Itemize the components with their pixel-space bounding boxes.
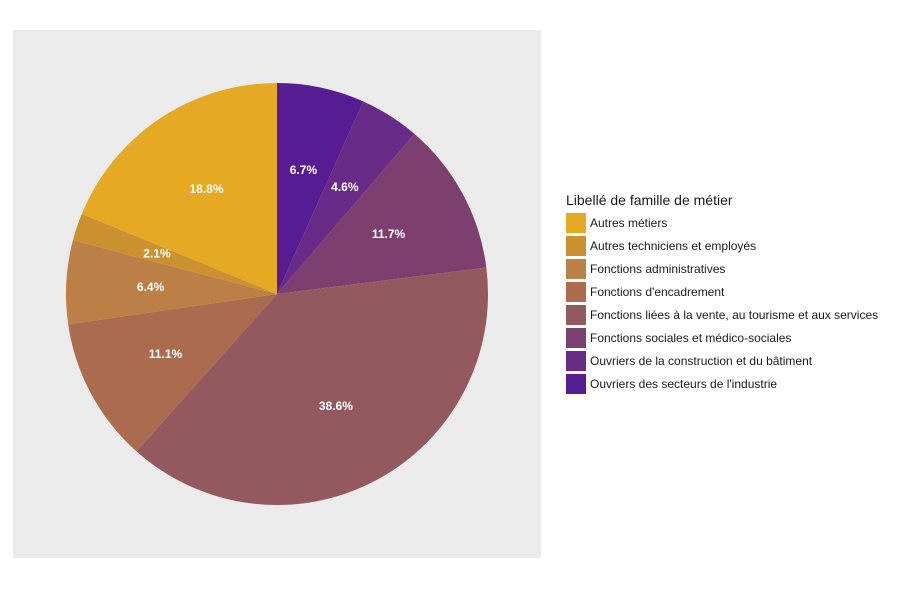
- legend-title: Libellé de famille de métier: [566, 192, 733, 208]
- legend-label: Ouvriers de la construction et du bâtime…: [590, 353, 813, 368]
- plot-panel: 6.7% 4.6% 11.7% 38.6% 11.1% 6.4% 2.1% 18.8%: [13, 30, 541, 558]
- legend: Libellé de famille de métier Autres méti…: [566, 192, 878, 395]
- legend-swatch: [566, 373, 586, 394]
- legend-swatch: [566, 327, 586, 348]
- legend-swatch: [566, 350, 586, 371]
- legend-swatch: [566, 258, 586, 279]
- legend-swatch: [566, 304, 586, 325]
- pie-chart: 6.7% 4.6% 11.7% 38.6% 11.1% 6.4% 2.1% 18.8%: [66, 83, 488, 506]
- legend-item: Autres métiers: [566, 211, 878, 234]
- legend-label: Fonctions administratives: [590, 261, 726, 276]
- legend-label: Fonctions liées à la vente, au tourisme …: [590, 307, 879, 322]
- legend-item: Fonctions administratives: [566, 257, 878, 280]
- pie-slice: [277, 101, 415, 294]
- pie-slice: [277, 133, 487, 294]
- legend-label: Ouvriers des secteurs de l'industrie: [590, 376, 778, 391]
- legend-item: Ouvriers des secteurs de l'industrie: [566, 372, 878, 395]
- pie-slice: [136, 267, 488, 506]
- legend-swatch: [566, 281, 586, 302]
- slice-label: 11.1%: [149, 347, 183, 361]
- legend-item: Fonctions d'encadrement: [566, 280, 878, 303]
- legend-label: Autres techniciens et employés: [590, 238, 757, 253]
- legend-item: Autres techniciens et employés: [566, 234, 878, 257]
- legend-label: Fonctions d'encadrement: [590, 284, 725, 299]
- pie-slice: [66, 240, 277, 325]
- legend-label: Autres métiers: [590, 215, 668, 230]
- pie-slice: [72, 213, 278, 294]
- slice-label: 38.6%: [319, 399, 353, 413]
- legend-swatch: [566, 212, 586, 233]
- legend-items: Autres métiers Autres techniciens et empl…: [566, 211, 878, 395]
- slice-label: 6.7%: [290, 163, 318, 177]
- pie-slice: [81, 83, 277, 294]
- legend-item: Fonctions liées à la vente, au tourisme …: [566, 303, 878, 326]
- legend-label: Fonctions sociales et médico-sociales: [590, 330, 792, 345]
- slice-label: 2.1%: [143, 247, 171, 261]
- legend-item: Ouvriers de la construction et du bâtime…: [566, 349, 878, 372]
- pie-slice: [68, 294, 278, 452]
- slice-label: 4.6%: [331, 180, 359, 194]
- pie-slice: [277, 83, 364, 294]
- slice-label: 18.8%: [189, 182, 223, 196]
- slice-label: 6.4%: [137, 280, 165, 294]
- legend-swatch: [566, 235, 586, 256]
- legend-item: Fonctions sociales et médico-sociales: [566, 326, 878, 349]
- slice-label: 11.7%: [372, 227, 406, 241]
